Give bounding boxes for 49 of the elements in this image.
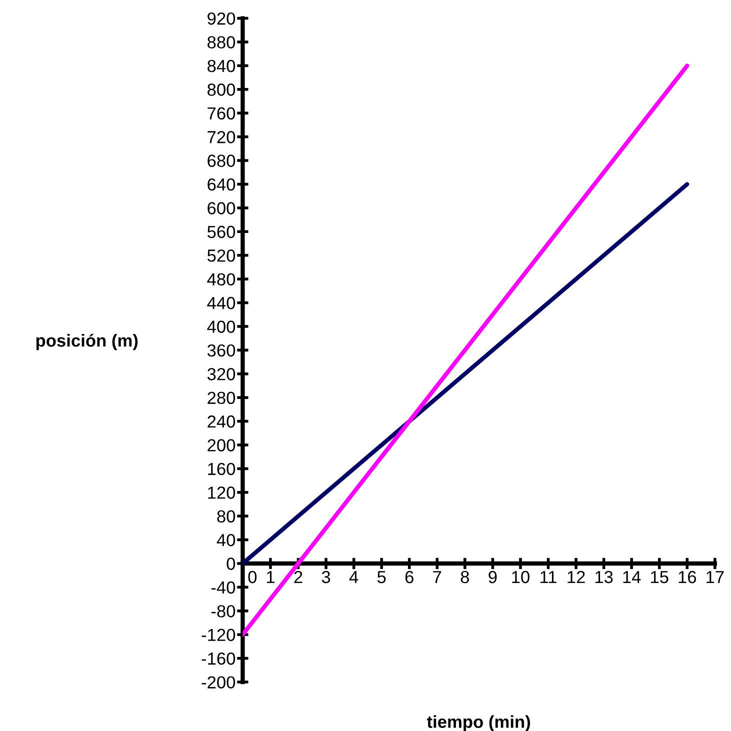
x-tick-label: 9 bbox=[488, 570, 497, 584]
y-tick-label: 880 bbox=[208, 36, 236, 48]
x-tick-label: 17 bbox=[706, 571, 724, 584]
x-axis-title: tiempo (min) bbox=[426, 715, 530, 731]
y-tick-label: -80 bbox=[211, 605, 236, 618]
y-tick-label: 360 bbox=[207, 344, 236, 357]
x-tick-label: 13 bbox=[595, 570, 613, 584]
y-tick-label: 920 bbox=[208, 12, 236, 25]
y-tick-label: 800 bbox=[208, 84, 236, 96]
y-tick-label: 560 bbox=[207, 226, 236, 238]
y-tick-label: -120 bbox=[202, 628, 236, 642]
y-tick-label: -200 bbox=[202, 676, 236, 688]
y-tick-label: 160 bbox=[208, 462, 236, 476]
y-tick-label: 320 bbox=[207, 368, 236, 380]
y-tick-label: 80 bbox=[217, 510, 236, 523]
y-tick-label: 480 bbox=[207, 273, 236, 286]
x-tick-label: 5 bbox=[377, 571, 386, 584]
x-tick-label: 15 bbox=[651, 571, 668, 584]
x-tick-label: 16 bbox=[678, 570, 696, 584]
y-tick-label: 120 bbox=[208, 486, 236, 499]
x-tick-label: 2 bbox=[294, 570, 302, 584]
x-tick-label: 3 bbox=[322, 570, 330, 584]
y-tick-label: 520 bbox=[207, 249, 236, 262]
y-tick-label: 400 bbox=[207, 320, 236, 333]
x-tick-label: 6 bbox=[405, 570, 414, 584]
y-tick-label: 40 bbox=[216, 534, 236, 546]
y-tick-label: 600 bbox=[208, 202, 236, 214]
x-tick-label: 0 bbox=[248, 570, 257, 584]
y-tick-label: -40 bbox=[211, 581, 236, 594]
y-tick-label: -160 bbox=[202, 652, 236, 665]
x-tick-label: 10 bbox=[512, 570, 530, 584]
y-tick-label: 240 bbox=[208, 415, 236, 428]
y-tick-label: 0 bbox=[226, 558, 236, 570]
x-tick-label: 7 bbox=[433, 571, 442, 584]
y-tick-label: 760 bbox=[208, 107, 236, 120]
y-tick-label: 640 bbox=[208, 178, 236, 191]
y-tick-label: 280 bbox=[208, 392, 236, 404]
y-axis-title: posición (m) bbox=[36, 334, 138, 350]
y-tick-label: 680 bbox=[208, 154, 236, 167]
x-tick-label: 4 bbox=[349, 571, 358, 584]
y-tick-label: 200 bbox=[208, 439, 236, 452]
x-tick-label: 8 bbox=[460, 570, 469, 584]
x-tick-label: 1 bbox=[266, 571, 274, 584]
x-tick-label: 11 bbox=[540, 571, 556, 584]
x-tick-label: 14 bbox=[623, 571, 641, 584]
y-tick-label: 720 bbox=[208, 130, 236, 144]
y-tick-label: 440 bbox=[207, 296, 236, 310]
x-tick-label: 12 bbox=[568, 570, 585, 584]
y-tick-label: 840 bbox=[208, 60, 236, 72]
